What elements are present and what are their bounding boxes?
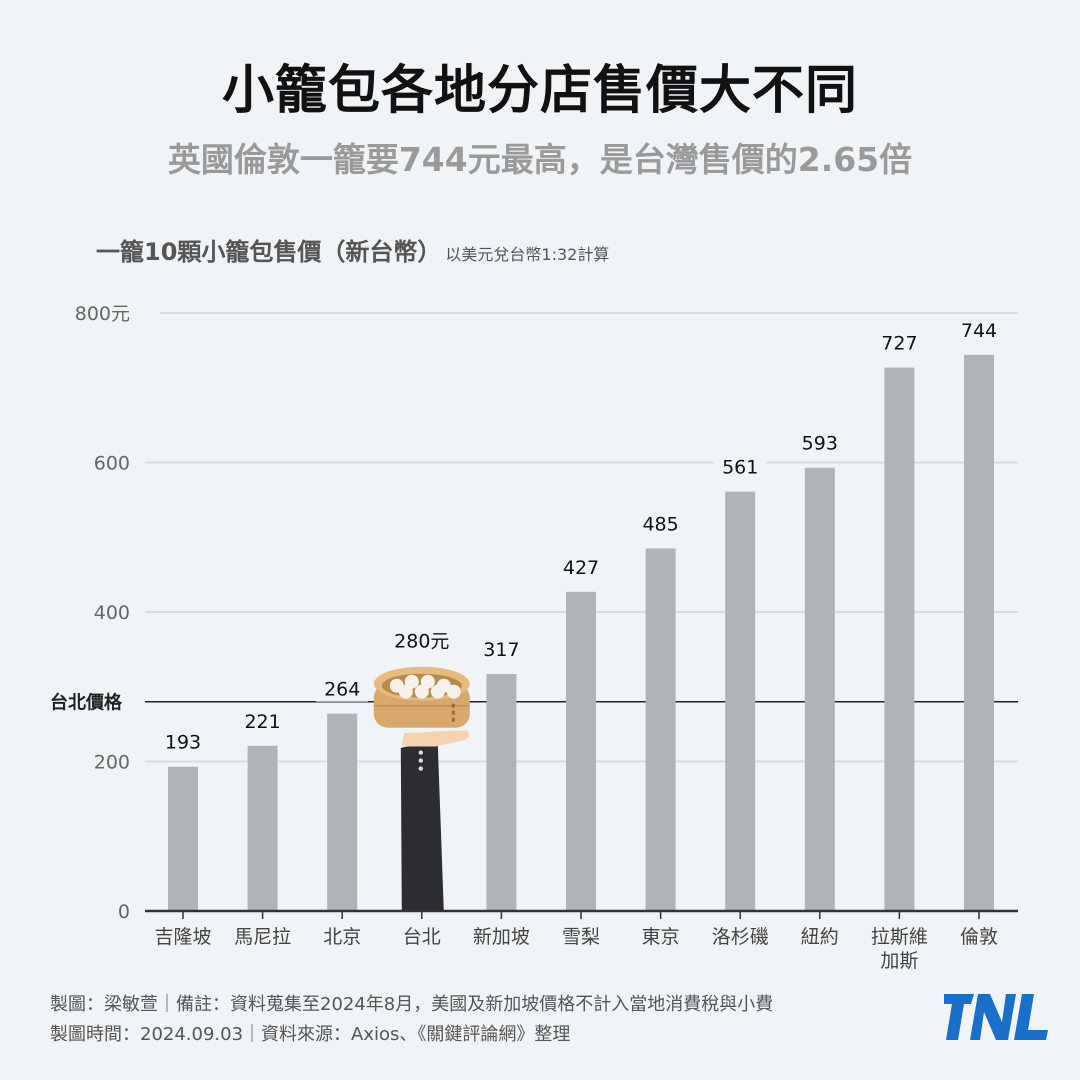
- data-label: 561: [722, 457, 758, 479]
- x-tick-label: 北京: [323, 926, 361, 948]
- data-label: 427: [563, 557, 599, 579]
- steamer-tie: [451, 703, 455, 708]
- data-label: 593: [802, 433, 838, 455]
- bar: [884, 367, 915, 911]
- data-label: 727: [881, 333, 917, 355]
- data-label-bg: [714, 451, 767, 480]
- data-label-bg: [157, 726, 209, 755]
- y-tick-label: 400: [94, 602, 130, 624]
- dumpling-icon: [414, 684, 429, 699]
- data-label-bg: [634, 508, 687, 537]
- x-tick-label: 紐約: [801, 926, 839, 948]
- y-tick-label: 600: [94, 453, 130, 475]
- data-label: 317: [483, 639, 519, 661]
- data-label-bg: [873, 327, 926, 356]
- hand: [401, 730, 470, 747]
- x-tick-label: 洛杉磯: [712, 926, 769, 948]
- x-tick-label: 拉斯維: [871, 926, 928, 948]
- data-label: 280元: [394, 631, 449, 653]
- dumpling-icon: [398, 684, 413, 699]
- x-tick-label: 東京: [642, 926, 680, 948]
- exchange-rate-note: 以美元兌台幣1:32計算: [445, 245, 610, 264]
- bar: [327, 713, 358, 911]
- dumpling-icon: [446, 684, 461, 699]
- x-tick-label: 倫敦: [960, 926, 998, 948]
- x-tick-label: 新加坡: [473, 926, 530, 948]
- data-label: 485: [642, 513, 678, 535]
- sleeve-button: [418, 750, 423, 755]
- data-label-bg: [953, 314, 1005, 343]
- bar: [247, 745, 278, 911]
- steamer-tie: [451, 710, 455, 715]
- data-label-bg: [793, 427, 846, 456]
- data-label: 264: [324, 679, 360, 701]
- data-label: 744: [961, 320, 997, 342]
- bar: [645, 548, 676, 911]
- data-label-bg: [236, 705, 289, 734]
- data-label: 221: [244, 711, 280, 733]
- y-axis-title: 一籠10顆小籠包售價（新台幣）: [96, 238, 442, 266]
- sleeve-button: [418, 758, 423, 763]
- data-label: 193: [165, 732, 201, 754]
- bar: [566, 591, 596, 911]
- dumpling-icon: [430, 684, 445, 699]
- footer-source: 製圖時間：2024.09.03｜資料來源：Axios、《關鍵評論網》整理: [50, 1024, 571, 1045]
- bar: [804, 467, 835, 911]
- x-tick-label: 吉隆坡: [154, 926, 211, 948]
- taipei-bar: [400, 745, 444, 911]
- x-tick-label: 馬尼拉: [234, 926, 291, 948]
- footer-credit: 製圖：梁敏萱｜備註：資料蒐集至2024年8月，美國及新加坡價格不計入當地消費稅與…: [50, 994, 774, 1015]
- sleeve-button: [418, 766, 423, 771]
- reference-line-label: 台北價格: [50, 692, 123, 714]
- data-label-bg: [316, 673, 369, 702]
- x-tick-label: 加斯: [880, 950, 918, 972]
- chart-header: 一籠10顆小籠包售價（新台幣） 以美元兌台幣1:32計算: [96, 232, 609, 267]
- bar: [725, 491, 756, 911]
- x-tick-label: 台北: [403, 926, 441, 948]
- bar: [168, 766, 198, 911]
- chart-subtitle: 英國倫敦一籠要744元最高，是台灣售價的2.65倍: [167, 140, 913, 179]
- tnl-logo: [944, 994, 1048, 1040]
- data-label-bg: [475, 634, 528, 663]
- data-label-bg: [555, 551, 607, 580]
- y-tick-label: 0: [118, 901, 130, 923]
- steamer-tie: [451, 717, 455, 722]
- bar: [486, 674, 517, 911]
- bar: [964, 354, 994, 911]
- y-tick-label: 200: [94, 752, 130, 774]
- chart-title: 小籠包各地分店售價大不同: [221, 61, 858, 121]
- x-tick-label: 雪梨: [562, 926, 600, 948]
- footer: 製圖：梁敏萱｜備註：資料蒐集至2024年8月，美國及新加坡價格不計入當地消費稅與…: [50, 990, 773, 1050]
- y-tick-label: 800元: [75, 303, 130, 325]
